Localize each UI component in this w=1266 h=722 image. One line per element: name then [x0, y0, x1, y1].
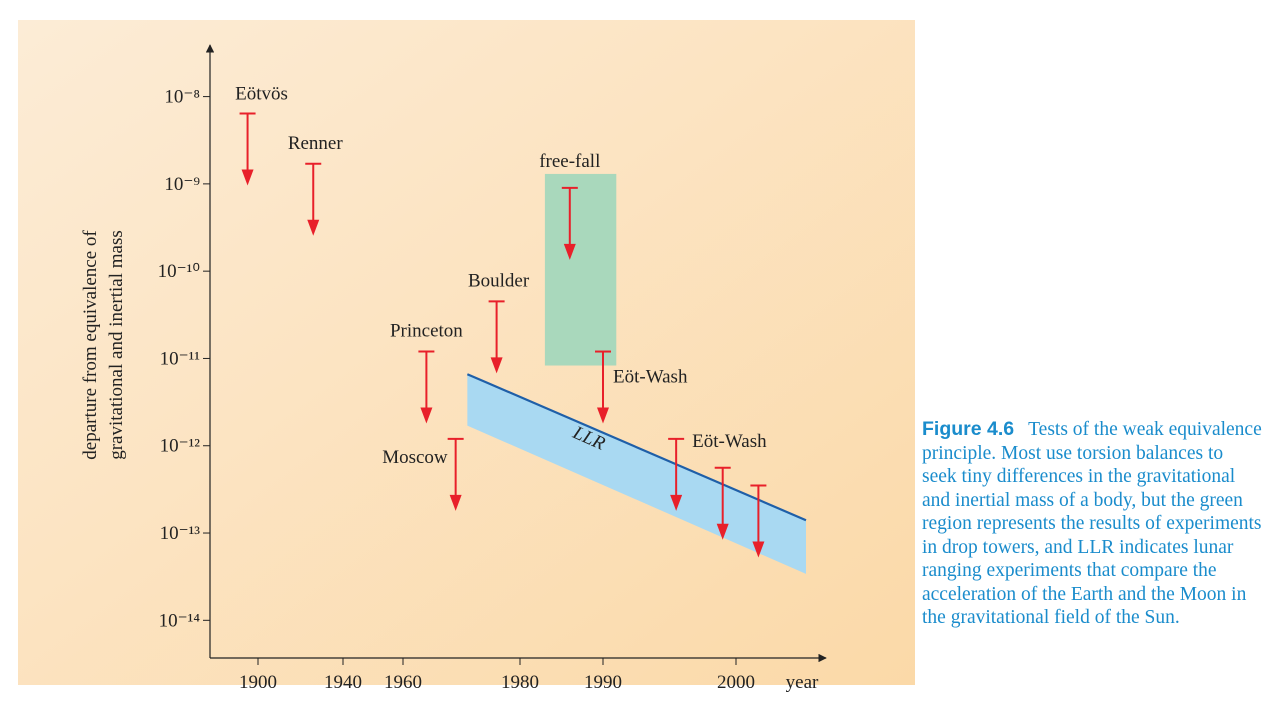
y-tick-label: 10⁻⁹ [164, 174, 200, 195]
experiment-label: Princeton [390, 321, 463, 342]
experiment-label: Boulder [468, 270, 530, 291]
limit-arrow [561, 186, 578, 260]
x-tick-label: 1940 [324, 672, 362, 693]
x-tick-label: 1960 [384, 672, 422, 693]
limit-arrow [488, 300, 505, 374]
limit-head [716, 523, 729, 540]
x-axis-label: year [786, 672, 819, 693]
y-tick-label: 10⁻¹² [160, 436, 201, 457]
llr-upper-line [466, 373, 807, 522]
limit-head [241, 169, 254, 186]
caption-label: Figure 4.6 [922, 418, 1015, 440]
y-tick-label: 10⁻⁸ [164, 87, 200, 108]
limit-arrow [447, 437, 464, 511]
y-tick-label: 10⁻¹¹ [160, 348, 201, 369]
experiment-label: Renner [288, 133, 344, 154]
limit-head [752, 541, 765, 558]
limit-head [307, 219, 320, 236]
x-tick-label: 2000 [717, 672, 755, 693]
x-tick-label: 1900 [239, 672, 277, 693]
limit-head [597, 407, 609, 424]
y-tick-label: 10⁻¹³ [160, 523, 201, 544]
limit-head [670, 494, 683, 511]
y-axis-label: departure from equivalence of [80, 230, 101, 460]
caption: Figure 4.6 Tests of the weak equivalence … [922, 418, 1262, 630]
limit-head [449, 494, 462, 511]
limit-head [563, 243, 576, 260]
background [18, 20, 915, 685]
chart: 10⁻⁸ 10⁻⁹ 10⁻¹⁰ 10⁻¹¹ 10⁻¹² 10⁻¹³ 10⁻¹⁴ 1900 194… [18, 20, 915, 693]
limit-arrow [750, 484, 767, 558]
y-tick-label: 10⁻¹⁰ [158, 261, 200, 282]
x-tick-label: 1990 [584, 672, 622, 693]
limit-head [490, 357, 503, 374]
limit-arrow [668, 437, 685, 511]
limit-arrow [418, 350, 435, 424]
x-tick-label: 1980 [501, 672, 539, 693]
limit-arrow [239, 112, 256, 186]
limit-head [420, 407, 433, 424]
experiment-label: Eöt-Wash [613, 367, 688, 388]
experiment-label: Eötvös [235, 84, 288, 105]
limit-arrow [305, 162, 322, 236]
limit-arrow [595, 350, 611, 424]
limit-arrow [714, 466, 731, 540]
experiment-label: Eöt-Wash [692, 431, 767, 452]
drop-tower-region [544, 173, 617, 366]
experiment-label: free-fall [539, 151, 600, 172]
y-axis-label: gravitational and inertial mass [106, 230, 127, 460]
experiment-label: Moscow [382, 447, 448, 468]
y-tick-label: 10⁻¹⁴ [159, 610, 201, 631]
caption-text: Tests of the weak equivalence principle.… [922, 419, 1262, 628]
